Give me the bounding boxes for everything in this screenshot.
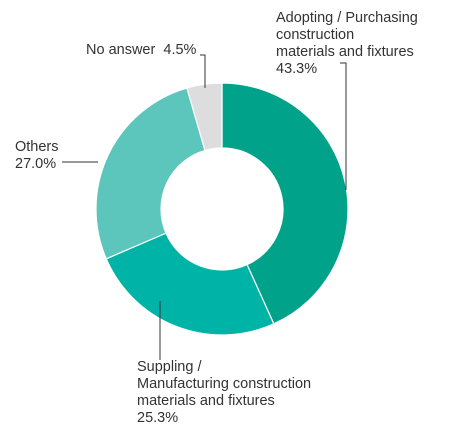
label-line: Others: [15, 139, 59, 155]
label-line: construction: [276, 27, 355, 43]
label-adopting-purchasing: Adopting / Purchasing construction mater…: [276, 10, 418, 78]
slice-adopting-purchasing: [221, 82, 349, 325]
label-value: 25.3%: [137, 410, 179, 426]
slice-no-answer: [186, 82, 223, 152]
label-no-answer: No answer 4.5%: [86, 42, 196, 59]
label-suppling-manufacturing: Suppling / Manufacturing construction ma…: [137, 359, 311, 427]
label-value: 4.5%: [163, 42, 197, 58]
label-line: Manufacturing construction: [137, 376, 312, 392]
label-line: Suppling /: [137, 359, 202, 375]
label-value: 27.0%: [15, 156, 57, 172]
leader-no-answer: [200, 54, 206, 88]
label-line: materials and fixtures: [276, 44, 414, 60]
label-line: Adopting / Purchasing: [276, 10, 418, 26]
label-value: 43.3%: [276, 61, 318, 77]
label-line: No answer: [86, 42, 156, 58]
label-line: materials and fixtures: [137, 393, 275, 409]
leader-adopting-purchasing: [340, 62, 347, 190]
slice-others: [95, 87, 206, 260]
label-others: Others 27.0%: [15, 139, 59, 173]
slice-suppling-manufacturing: [105, 232, 275, 336]
